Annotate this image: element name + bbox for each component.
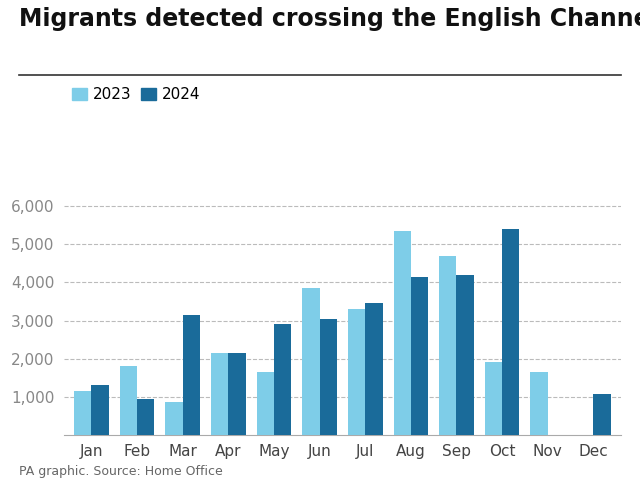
Bar — [257, 372, 274, 435]
Bar — [319, 319, 337, 435]
Bar — [593, 394, 611, 435]
Bar — [394, 231, 411, 435]
Text: PA graphic. Source: Home Office: PA graphic. Source: Home Office — [19, 465, 223, 478]
Bar — [484, 362, 502, 435]
Bar — [228, 353, 246, 435]
Bar — [531, 372, 548, 435]
Bar — [274, 325, 291, 435]
Bar — [137, 398, 154, 435]
Bar — [411, 277, 428, 435]
Bar — [182, 315, 200, 435]
Bar — [120, 366, 137, 435]
Legend: 2023, 2024: 2023, 2024 — [72, 87, 201, 102]
Bar — [302, 288, 319, 435]
Bar — [365, 303, 383, 435]
Bar — [211, 353, 228, 435]
Text: Migrants detected crossing the English Channel: Migrants detected crossing the English C… — [19, 7, 640, 31]
Bar — [439, 256, 456, 435]
Bar — [74, 391, 92, 435]
Bar — [456, 275, 474, 435]
Bar — [348, 309, 365, 435]
Bar — [165, 402, 182, 435]
Bar — [502, 229, 520, 435]
Bar — [92, 385, 109, 435]
